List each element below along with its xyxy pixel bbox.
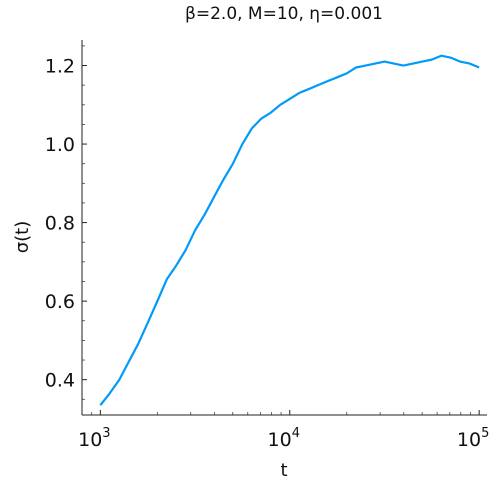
y-axis-label: σ(t) xyxy=(12,221,33,254)
x-tick-base: 10 xyxy=(78,429,102,451)
x-tick-label: 103 xyxy=(78,426,110,451)
y-tick-label: 1.2 xyxy=(45,56,75,78)
chart-title: β=2.0, M=10, η=0.001 xyxy=(185,4,383,24)
x-tick-base: 10 xyxy=(457,429,481,451)
x-axis-label: t xyxy=(280,460,287,481)
x-tick-exponent: 5 xyxy=(481,426,489,441)
y-tick-label: 0.4 xyxy=(45,370,75,392)
x-tick-label: 105 xyxy=(457,426,489,451)
series-group xyxy=(99,54,480,406)
x-tick-base: 10 xyxy=(268,429,292,451)
series-line xyxy=(99,54,480,406)
y-tick-label: 0.6 xyxy=(45,291,75,313)
y-tick-label: 0.8 xyxy=(45,213,75,235)
minor-ticks xyxy=(81,45,471,415)
x-tick-exponent: 4 xyxy=(292,426,300,441)
x-tick-exponent: 3 xyxy=(102,426,110,441)
y-tick-label: 1.0 xyxy=(45,134,75,156)
x-tick-label: 104 xyxy=(268,426,300,451)
